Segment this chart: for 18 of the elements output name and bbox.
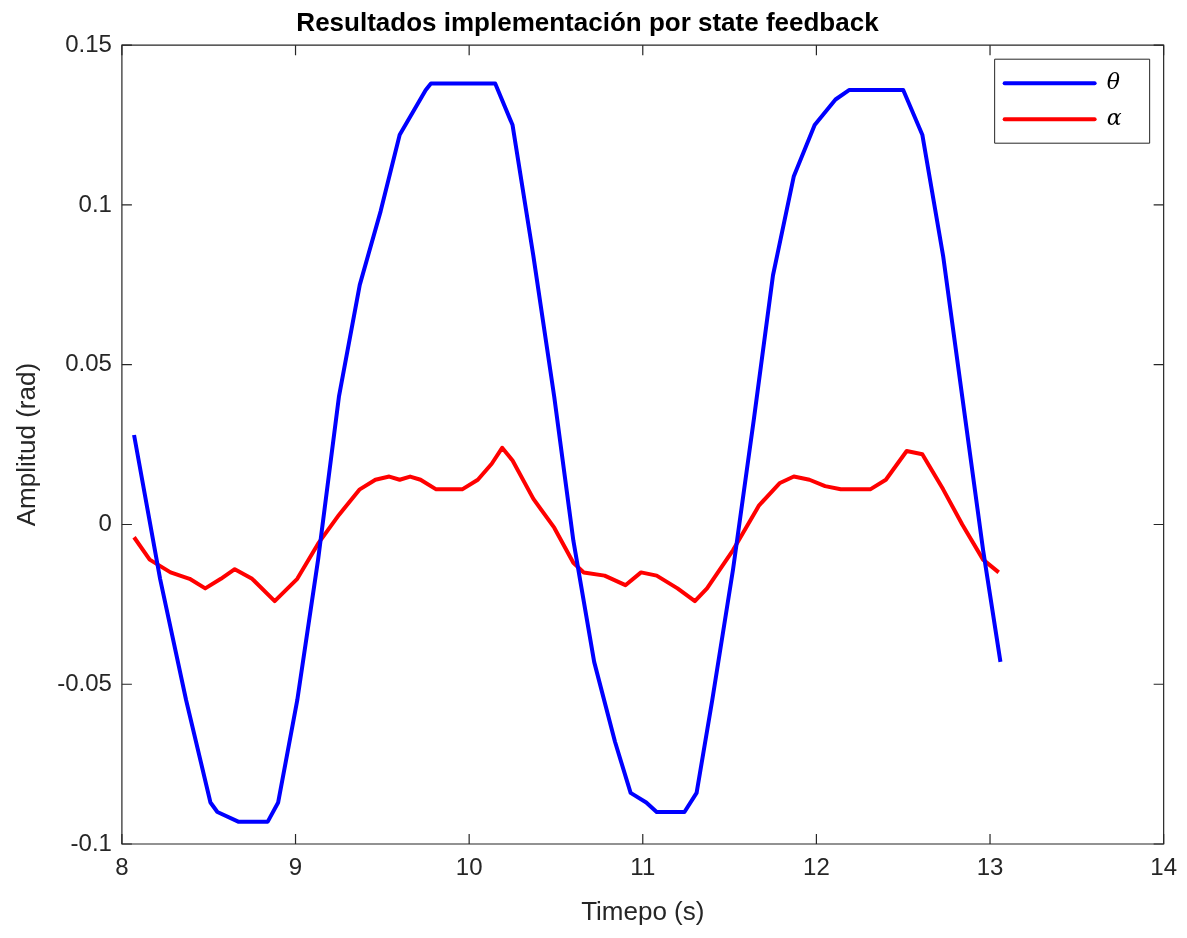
y-tick-label: -0.05 (57, 668, 112, 696)
x-tick-label: 13 (976, 853, 1004, 881)
y-tick-label: 0.05 (65, 349, 112, 377)
y-tick-label: 0 (98, 509, 112, 537)
y-tick-label: 0.15 (65, 29, 112, 57)
legend-label: α (1106, 104, 1122, 130)
y-axis-title: Amplitud (rad) (10, 362, 41, 527)
y-tick-label: -0.1 (70, 828, 112, 856)
x-tick-label: 10 (455, 853, 483, 881)
x-tick-label: 11 (630, 853, 656, 881)
x-tick-label: 12 (803, 853, 830, 881)
legend-label: θ (1106, 68, 1120, 94)
chart-title: Resultados implementación por state feedback (296, 6, 880, 37)
x-tick-label: 8 (115, 853, 129, 881)
x-tick-label: 9 (288, 853, 303, 881)
x-axis-title: Timepo (s) (581, 895, 705, 926)
x-tick-label: 14 (1150, 853, 1177, 881)
y-tick-label: 0.1 (78, 189, 112, 217)
